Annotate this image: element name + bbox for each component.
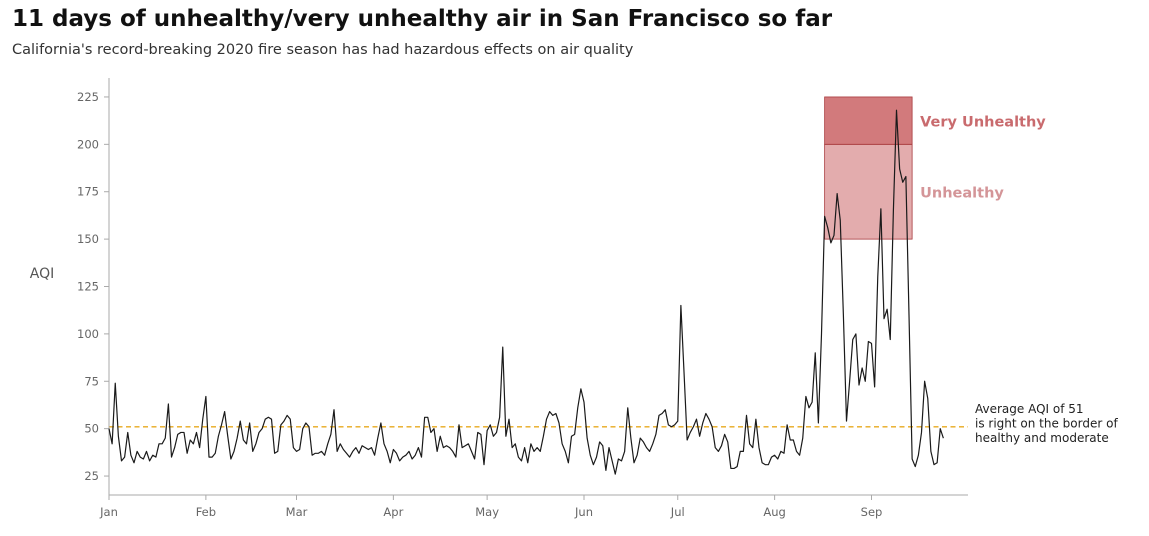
x-tick-label: Feb <box>196 505 216 519</box>
y-tick-label: 75 <box>84 374 99 388</box>
y-tick-label: 200 <box>77 137 99 151</box>
y-tick-label: 125 <box>77 280 99 294</box>
x-tick-label: Jan <box>99 505 118 519</box>
y-axis-label: AQI <box>30 266 54 282</box>
x-tick-label: Jun <box>574 505 593 519</box>
y-tick-label: 50 <box>84 422 99 436</box>
chart-title: 11 days of unhealthy/very unhealthy air … <box>12 6 833 32</box>
average-annotation-line: Average AQI of 51 <box>975 402 1084 416</box>
y-tick-label: 150 <box>77 232 99 246</box>
x-tick-label: Apr <box>383 505 403 519</box>
chart-subtitle: California's record-breaking 2020 fire s… <box>12 42 634 58</box>
average-annotation-line: is right on the border of <box>975 417 1118 431</box>
x-tick-label: Mar <box>286 505 308 519</box>
average-annotation-line: healthy and moderate <box>975 431 1109 445</box>
unhealthy-band <box>824 143 913 240</box>
x-tick-label: May <box>475 505 499 519</box>
y-tick-label: 225 <box>77 90 99 104</box>
aqi-series-line <box>108 109 944 475</box>
very-unhealthy-band-label: Very Unhealthy <box>920 115 1046 131</box>
x-tick-label: Jul <box>670 505 685 519</box>
y-tick-label: 100 <box>77 327 99 341</box>
unhealthy-band-label: Unhealthy <box>920 186 1004 202</box>
x-tick-label: Sep <box>861 505 883 519</box>
very-unhealthy-band <box>824 96 913 145</box>
x-tick-label: Aug <box>763 505 785 519</box>
y-tick-label: 175 <box>77 185 99 199</box>
y-tick-label: 25 <box>84 469 99 483</box>
